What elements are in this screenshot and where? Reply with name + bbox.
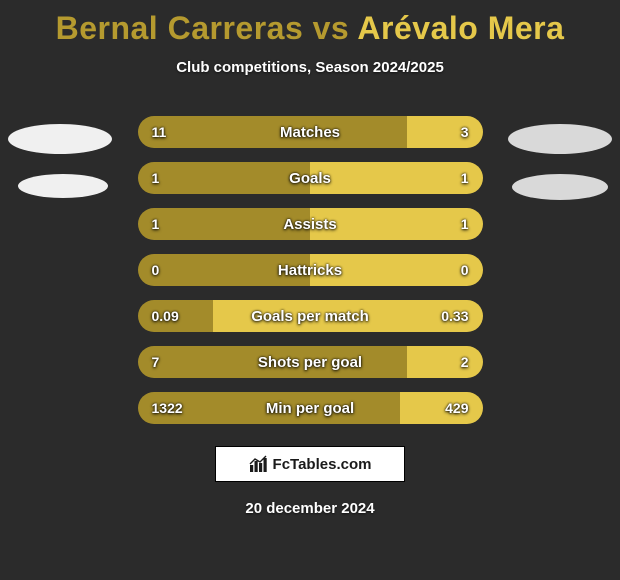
stat-fill-right xyxy=(213,300,482,332)
stat-fill-left xyxy=(138,300,214,332)
stat-fill-right xyxy=(407,346,483,378)
bar-chart-icon xyxy=(249,455,269,473)
stat-fill-left xyxy=(138,254,311,286)
stat-fill-left xyxy=(138,346,407,378)
stat-fill-left xyxy=(138,208,311,240)
player2-badge-1 xyxy=(508,124,612,154)
player1-name: Bernal Carreras xyxy=(56,10,304,46)
stat-fill-left xyxy=(138,162,311,194)
stat-fill-left xyxy=(138,116,407,148)
title-vs: vs xyxy=(303,10,357,46)
stat-row: 11Goals xyxy=(138,162,483,194)
player2-badge-2 xyxy=(512,174,608,200)
stat-fill-right xyxy=(310,162,483,194)
stat-row: 0.090.33Goals per match xyxy=(138,300,483,332)
player1-badge-1 xyxy=(8,124,112,154)
player2-name: Arévalo Mera xyxy=(357,10,564,46)
stat-fill-right xyxy=(400,392,483,424)
stat-fill-left xyxy=(138,392,400,424)
stat-row: 113Matches xyxy=(138,116,483,148)
subtitle: Club competitions, Season 2024/2025 xyxy=(0,59,620,76)
stat-row: 11Assists xyxy=(138,208,483,240)
brand-box[interactable]: FcTables.com xyxy=(215,446,405,482)
stat-row: 00Hattricks xyxy=(138,254,483,286)
stats-container: 113Matches 11Goals 11Assists 00Hattricks 0.0… xyxy=(0,116,620,424)
page-title: Bernal Carreras vs Arévalo Mera xyxy=(0,0,620,47)
stat-row: 72Shots per goal xyxy=(138,346,483,378)
player1-badge-2 xyxy=(18,174,108,198)
brand-text: FcTables.com xyxy=(273,456,372,473)
stat-fill-right xyxy=(310,208,483,240)
stat-row: 1322429Min per goal xyxy=(138,392,483,424)
date: 20 december 2024 xyxy=(0,500,620,517)
stat-fill-right xyxy=(407,116,483,148)
stat-fill-right xyxy=(310,254,483,286)
